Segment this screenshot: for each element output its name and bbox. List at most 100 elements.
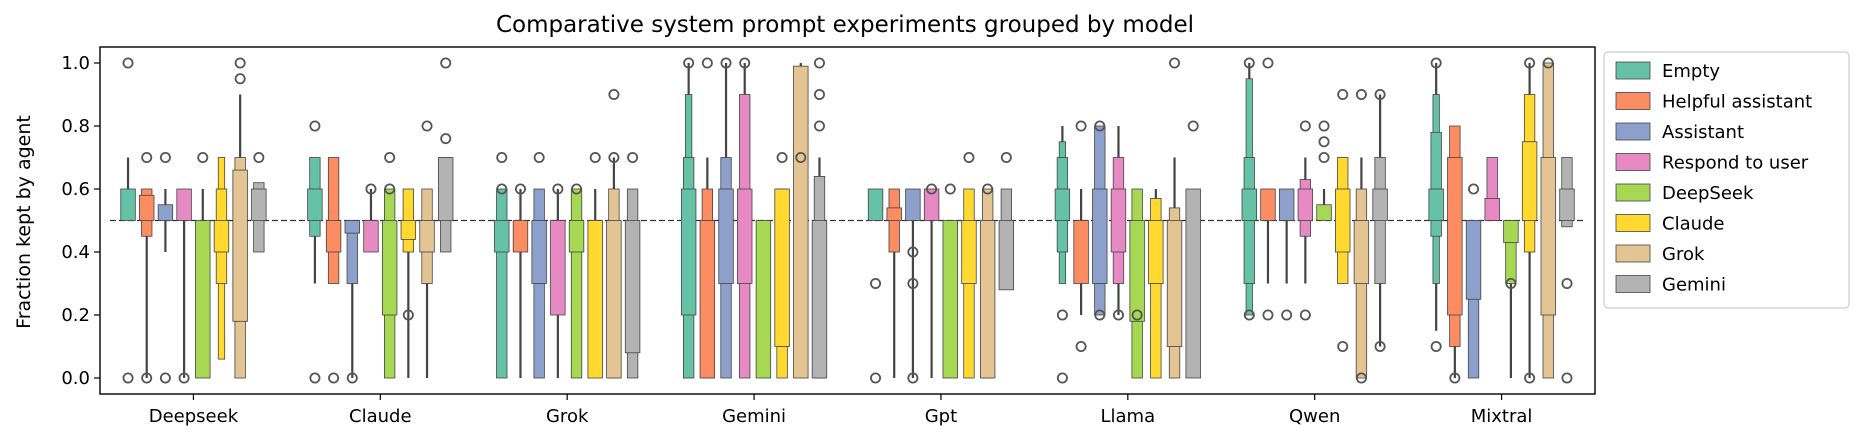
box-level: [979, 220, 996, 379]
boxen-grok-gpt: [979, 183, 996, 379]
boxen-gemini-qwen: [1372, 89, 1388, 352]
legend-swatch: [1615, 61, 1651, 80]
boxen-claude-claude: [400, 188, 417, 378]
outlier-point: [1318, 136, 1330, 148]
box-level: [755, 220, 772, 379]
box-level: [1092, 188, 1108, 284]
box-level: [307, 188, 323, 221]
outlier-point: [1374, 340, 1386, 352]
boxen-respond-to-user-deepseek: [176, 188, 192, 384]
outlier-point: [1524, 57, 1536, 69]
box-level: [1166, 220, 1183, 347]
outlier-point: [795, 151, 807, 163]
plot-area: [110, 57, 1585, 384]
box-level: [923, 188, 940, 221]
boxen-empty-grok: [494, 151, 510, 379]
boxen-assistant-claude: [344, 220, 360, 384]
boxen-deepseek-claude: [381, 151, 398, 379]
outlier-point: [178, 372, 190, 384]
box-level: [1241, 188, 1257, 221]
boxen-assistant-mixtral: [1465, 183, 1482, 379]
boxen-deepseek-grok: [568, 183, 585, 379]
boxen-deepseek-gpt: [942, 183, 958, 379]
box-level: [213, 220, 230, 253]
boxen-gemini-deepseek: [251, 151, 267, 253]
boxen-deepseek-gemini: [755, 220, 772, 379]
box-level: [680, 188, 697, 316]
outlier-point: [627, 151, 639, 163]
outlier-point: [1243, 57, 1255, 69]
x-tick-label: Gpt: [925, 406, 957, 427]
box-level: [606, 220, 622, 379]
outlier-point: [141, 151, 153, 163]
outlier-point: [1337, 89, 1349, 101]
outlier-point: [907, 372, 919, 384]
boxen-respond-to-user-gemini: [737, 57, 753, 379]
outlier-point: [982, 183, 994, 195]
outlier-point: [514, 183, 526, 195]
outlier-point: [1262, 57, 1274, 69]
chart-title: Comparative system prompt experiments gr…: [496, 12, 1194, 38]
boxen-respond-to-user-llama: [1110, 126, 1127, 321]
y-tick-label: 0.4: [61, 242, 90, 263]
boxen-grok-qwen: [1353, 89, 1370, 384]
box-level: [157, 204, 174, 221]
box-level: [419, 220, 435, 253]
legend-label: Assistant: [1662, 122, 1744, 143]
outlier-point: [1281, 309, 1293, 321]
y-tick-label: 0.8: [61, 116, 90, 137]
box-level: [587, 220, 603, 379]
boxen-deepseek-qwen: [1316, 120, 1332, 221]
box-level: [961, 220, 977, 284]
box-level: [438, 157, 454, 221]
boxen-claude-grok: [587, 151, 603, 379]
outlier-point: [197, 151, 209, 163]
outlier-point: [1169, 57, 1181, 69]
box-level: [942, 220, 958, 379]
legend-swatch: [1615, 244, 1651, 263]
legend-label: Respond to user: [1662, 153, 1809, 174]
boxen-respond-to-user-qwen: [1297, 120, 1314, 321]
legend-frame: [1603, 51, 1850, 309]
boxen-grok-grok: [606, 89, 622, 379]
outlier-point: [234, 73, 246, 85]
box-level: [1540, 157, 1556, 316]
box-level: [1559, 188, 1575, 221]
boxen-assistant-qwen: [1278, 188, 1295, 321]
legend-label: Grok: [1662, 244, 1705, 265]
x-tick-label: Grok: [546, 406, 589, 427]
box-level: [1148, 220, 1164, 284]
x-tick-label: Qwen: [1289, 406, 1340, 427]
boxen-gemini-gemini: [811, 57, 828, 379]
outlier-point: [533, 151, 545, 163]
box-level: [381, 220, 398, 316]
boxen-empty-claude: [307, 120, 323, 384]
x-tick-label: Mixtral: [1471, 406, 1533, 427]
outlier-point: [1542, 57, 1554, 69]
outlier-point: [421, 120, 433, 132]
outlier-point: [944, 183, 956, 195]
box-level: [176, 188, 192, 221]
box-level: [531, 220, 547, 284]
boxen-empty-llama: [1054, 126, 1071, 384]
outlier-point: [1468, 183, 1480, 195]
boxen-deepseek-deepseek: [195, 151, 211, 379]
box-level: [793, 65, 809, 379]
outlier-point: [496, 151, 508, 163]
outlier-point: [1524, 372, 1536, 384]
outlier-point: [683, 57, 695, 69]
outlier-point: [309, 372, 321, 384]
boxen-respond-to-user-grok: [550, 183, 566, 378]
boxen-assistant-gpt: [905, 188, 921, 384]
outlier-point: [1318, 151, 1330, 163]
box-level: [1430, 131, 1442, 237]
axes: 0.0 0.2 0.4 0.6 0.8 1.0 Deepseek Claude Grok Gemi…: [61, 46, 1596, 427]
boxen-helpful-assistant-llama: [1073, 120, 1089, 352]
outlier-point: [440, 133, 452, 145]
boxen-grok-llama: [1166, 57, 1183, 379]
box-level: [1110, 188, 1127, 253]
boxen-gemini-claude: [438, 57, 454, 253]
legend-swatch: [1615, 122, 1651, 141]
box-level: [1503, 220, 1519, 243]
outlier-point: [1187, 120, 1199, 132]
